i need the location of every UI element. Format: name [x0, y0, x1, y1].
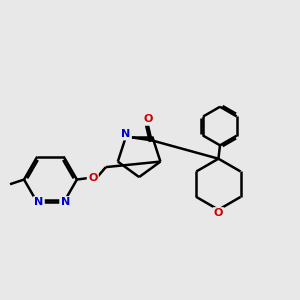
Text: N: N [34, 197, 44, 207]
Text: O: O [88, 173, 98, 183]
Text: O: O [143, 114, 152, 124]
Text: N: N [121, 129, 130, 139]
Text: O: O [214, 208, 223, 218]
Text: N: N [61, 197, 70, 207]
